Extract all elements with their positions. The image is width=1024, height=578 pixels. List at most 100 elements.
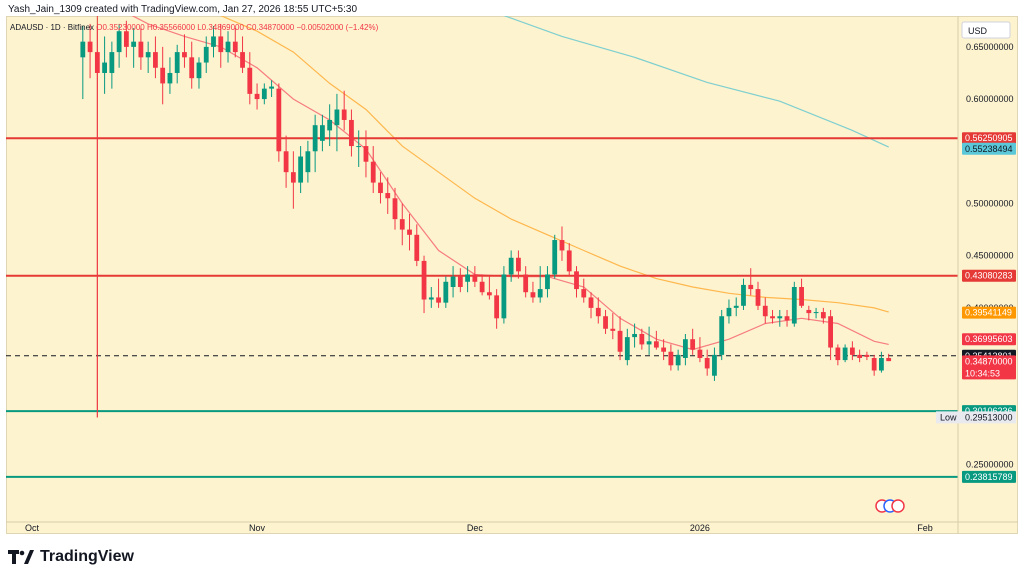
candle-body-19 bbox=[211, 36, 216, 47]
candle-body-7 bbox=[123, 31, 129, 47]
candle-body-14 bbox=[174, 52, 180, 73]
candle-body-98 bbox=[784, 316, 790, 321]
candle-body-25 bbox=[254, 93, 260, 100]
axis-badge-label-8: 0.30106236 bbox=[965, 406, 1013, 416]
candle-body-93 bbox=[748, 284, 754, 290]
candle-body-37 bbox=[341, 109, 347, 120]
chart-title: ADAUSD · 1D · Bitfinex bbox=[10, 23, 96, 32]
candle-body-111 bbox=[879, 357, 884, 371]
candle-body-10 bbox=[145, 52, 151, 58]
candle-body-109 bbox=[864, 354, 870, 357]
x-tick-label-5: Feb bbox=[917, 523, 933, 533]
axis-badge-label-9: 0.29513000 bbox=[965, 412, 1013, 422]
candle-body-38 bbox=[349, 119, 354, 147]
axis-badge-prefix-9: Low bbox=[940, 412, 957, 422]
candle-body-69 bbox=[574, 271, 579, 290]
candle-body-53 bbox=[457, 276, 463, 287]
x-tick-label-2: Nov bbox=[249, 523, 266, 533]
candle-body-64 bbox=[537, 289, 543, 298]
candle-body-26 bbox=[261, 88, 267, 100]
price-chart[interactable]: ADAUSD · 1D · Bitfinex O0.35230000 H0.35… bbox=[6, 16, 1018, 534]
candle-body-105 bbox=[835, 347, 841, 361]
candle-body-28 bbox=[276, 88, 282, 152]
candle-body-79 bbox=[646, 341, 652, 345]
candle-body-62 bbox=[523, 274, 529, 293]
ohlc-low: L0.34869000 bbox=[197, 23, 246, 32]
moving-average-line-1 bbox=[131, 16, 889, 351]
y-tick-label-6: 0.25000000 bbox=[966, 459, 1014, 469]
x-tick-label-1: Oct bbox=[25, 523, 40, 533]
y-tick-label-2: 0.60000000 bbox=[966, 94, 1014, 104]
currency-box bbox=[961, 21, 1011, 39]
axis-badge-bg-1 bbox=[962, 132, 1016, 145]
candle-body-99 bbox=[791, 287, 797, 324]
candle-body-1 bbox=[80, 41, 86, 58]
axis-badge-label-7: 0.34870000 bbox=[965, 356, 1013, 366]
candle-body-21 bbox=[225, 41, 231, 53]
candle-body-17 bbox=[196, 62, 202, 79]
ohlc-open: O0.35230000 bbox=[96, 23, 147, 32]
candle-body-59 bbox=[501, 274, 507, 319]
candle-body-56 bbox=[479, 281, 485, 293]
candle-body-47 bbox=[414, 234, 420, 261]
candle-body-67 bbox=[559, 240, 565, 251]
candle-body-34 bbox=[320, 125, 325, 141]
candle-body-102 bbox=[813, 312, 819, 314]
candle-body-32 bbox=[305, 151, 311, 173]
candle-body-20 bbox=[218, 36, 224, 53]
tradingview-logo[interactable]: TradingView bbox=[8, 548, 134, 566]
y-tick-label-3: 0.50000000 bbox=[966, 198, 1014, 208]
candle-body-65 bbox=[545, 274, 550, 290]
candle-body-35 bbox=[327, 119, 333, 131]
candle-body-43 bbox=[385, 193, 391, 199]
ohlc-change: −0.00502000 (−1.42%) bbox=[296, 23, 378, 32]
candle-body-74 bbox=[610, 328, 616, 331]
candle-body-71 bbox=[588, 297, 594, 308]
candle-body-15 bbox=[182, 52, 187, 58]
candle-body-41 bbox=[370, 161, 376, 183]
candle-body-73 bbox=[603, 316, 608, 329]
ohlc-info: ADAUSD · 1D · Bitfinex O0.35230000 H0.35… bbox=[10, 23, 379, 32]
candle-body-103 bbox=[820, 312, 826, 319]
candle-body-13 bbox=[167, 72, 173, 84]
candle-body-4 bbox=[102, 62, 107, 73]
y-tick-label-1: 0.65000000 bbox=[966, 42, 1014, 52]
moving-average-line-3 bbox=[503, 16, 889, 148]
candle-body-68 bbox=[566, 250, 572, 272]
candle-body-51 bbox=[443, 281, 449, 303]
candle-body-92 bbox=[741, 284, 746, 306]
candle-body-86 bbox=[697, 349, 703, 358]
candle-body-30 bbox=[290, 172, 296, 183]
candle-body-66 bbox=[552, 240, 558, 275]
candle-body-106 bbox=[842, 347, 848, 361]
candle-body-110 bbox=[871, 357, 877, 371]
candle-body-6 bbox=[116, 31, 122, 53]
candle-body-97 bbox=[777, 316, 783, 319]
candle-body-9 bbox=[138, 41, 144, 58]
candle-body-2 bbox=[87, 41, 93, 53]
candle-body-107 bbox=[849, 347, 855, 355]
candle-body-75 bbox=[617, 330, 623, 352]
candle-body-27 bbox=[269, 86, 274, 89]
candle-body-8 bbox=[131, 41, 137, 47]
candle-body-77 bbox=[632, 333, 637, 338]
candle-body-3 bbox=[94, 52, 100, 73]
candle-body-44 bbox=[392, 198, 398, 220]
candle-body-36 bbox=[334, 109, 340, 126]
candle-body-63 bbox=[530, 292, 536, 298]
candle-body-112 bbox=[886, 357, 892, 362]
candle-body-12 bbox=[160, 67, 166, 84]
candle-body-23 bbox=[240, 52, 245, 68]
candle-body-72 bbox=[595, 307, 601, 317]
candle-body-60 bbox=[508, 257, 514, 275]
axis-badge-bg-2 bbox=[962, 142, 1016, 155]
x-tick-label-3: Dec bbox=[467, 523, 484, 533]
candle-body-108 bbox=[857, 354, 863, 358]
candle-body-22 bbox=[232, 41, 238, 53]
candle-body-88 bbox=[712, 354, 717, 376]
y-tick-label-4: 0.45000000 bbox=[966, 251, 1014, 261]
candle-body-45 bbox=[399, 219, 405, 230]
axis-badge-bg-9 bbox=[936, 411, 1016, 424]
candle-body-90 bbox=[726, 307, 732, 317]
chart-attribution: Yash_Jain_1309 created with TradingView.… bbox=[8, 4, 358, 15]
